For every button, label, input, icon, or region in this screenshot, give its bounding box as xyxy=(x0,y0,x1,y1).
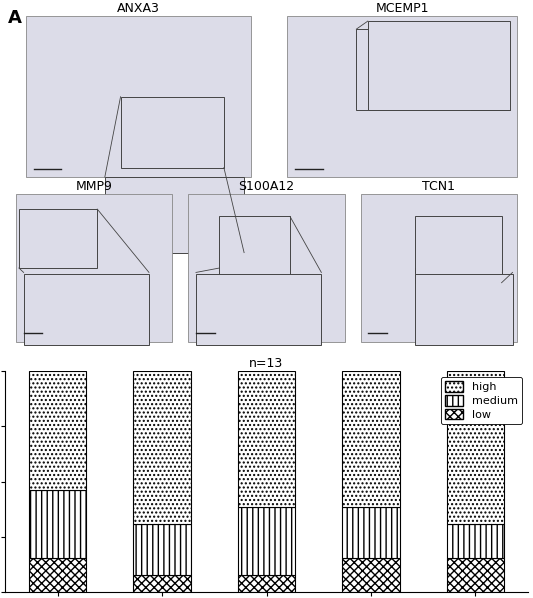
Bar xyxy=(26,16,251,177)
Bar xyxy=(357,29,471,109)
Bar xyxy=(360,194,517,341)
Bar xyxy=(133,371,191,524)
Bar xyxy=(368,21,510,109)
Bar xyxy=(447,371,504,524)
Text: ANXA3: ANXA3 xyxy=(117,2,160,14)
Bar xyxy=(29,558,86,592)
Bar xyxy=(188,194,345,341)
Bar xyxy=(29,490,86,558)
Text: S100A12: S100A12 xyxy=(238,179,295,193)
Bar xyxy=(238,575,295,592)
Text: MCEMP1: MCEMP1 xyxy=(376,2,429,14)
Bar xyxy=(238,507,295,575)
Text: A: A xyxy=(8,10,22,28)
Bar xyxy=(287,16,517,177)
Bar xyxy=(342,507,400,558)
Bar xyxy=(447,558,504,592)
Bar xyxy=(133,524,191,575)
Bar xyxy=(120,97,224,167)
Bar xyxy=(415,216,502,283)
Text: MMP9: MMP9 xyxy=(76,179,112,193)
Bar xyxy=(220,216,290,275)
Title: n=13: n=13 xyxy=(249,357,284,370)
Bar xyxy=(238,371,295,507)
Bar xyxy=(342,558,400,592)
Bar xyxy=(23,274,149,345)
Bar xyxy=(16,194,173,341)
Bar xyxy=(133,575,191,592)
Bar xyxy=(29,371,86,490)
Bar xyxy=(415,274,513,345)
Text: TCN1: TCN1 xyxy=(422,179,455,193)
Legend: high, medium, low: high, medium, low xyxy=(441,377,522,425)
Bar xyxy=(447,524,504,558)
Bar xyxy=(19,209,97,268)
Bar xyxy=(105,177,244,252)
Bar xyxy=(342,371,400,507)
Bar xyxy=(196,274,321,345)
